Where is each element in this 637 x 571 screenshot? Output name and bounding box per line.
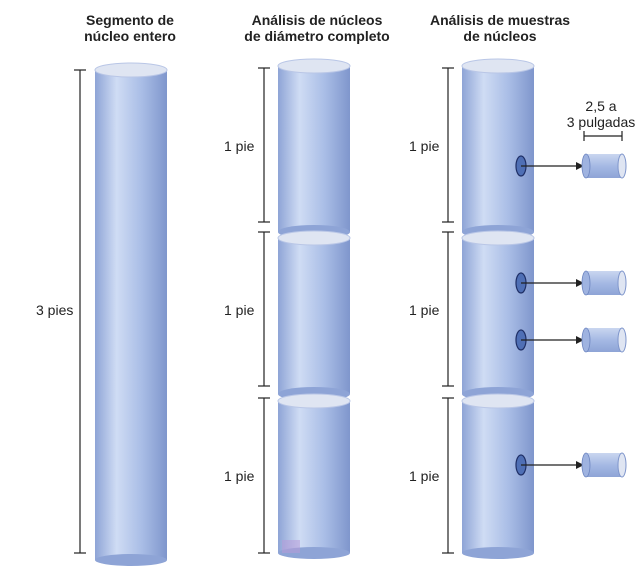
whole-core-cylinder — [94, 62, 168, 566]
sample-size-label-line2: 3 pulgadas — [566, 114, 636, 130]
plug-hole-3 — [515, 329, 584, 351]
whole-length-dimension — [74, 69, 86, 554]
heading-whole-core-line1: Segmento de — [86, 12, 174, 28]
sample-size-label-line1: 2,5 a — [585, 98, 617, 114]
heading-plug-samples-line2: de núcleos — [463, 28, 537, 44]
full-diameter-segment-2 — [277, 230, 351, 401]
plug-sample-4 — [581, 452, 627, 478]
plug-sample-3 — [581, 327, 627, 353]
plug-segment-2 — [461, 230, 535, 401]
full-diameter-segment-1 — [277, 58, 351, 239]
full-diameter-segment-3 — [277, 393, 351, 559]
plug-hole-4 — [515, 454, 584, 476]
heading-full-diameter-line1: Análisis de núcleos — [251, 12, 383, 28]
sample-size-label: 2,5 a 3 pulgadas — [565, 98, 637, 130]
plug-segment-dimensions — [442, 67, 454, 554]
plug-sample-1 — [581, 153, 627, 179]
sample-size-dimension — [583, 131, 623, 141]
full-diameter-length-label-1: 1 pie — [224, 138, 255, 154]
plug-segment-length-label-1: 1 pie — [409, 138, 440, 154]
plug-hole-2 — [515, 272, 584, 294]
plug-hole-1 — [515, 155, 584, 177]
full-diameter-dimensions — [258, 67, 270, 554]
heading-full-diameter: Análisis de núcleos de diámetro completo — [232, 12, 402, 44]
plug-segment-1 — [461, 58, 535, 239]
plug-segment-length-label-3: 1 pie — [409, 468, 440, 484]
heading-plug-samples-line1: Análisis de muestras — [429, 12, 571, 28]
full-diameter-length-label-2: 1 pie — [224, 302, 255, 318]
heading-plug-samples: Análisis de muestras de núcleos — [415, 12, 585, 44]
whole-length-label: 3 pies — [36, 302, 74, 318]
heading-whole-core: Segmento de núcleo entero — [70, 12, 190, 44]
heading-whole-core-line2: núcleo entero — [84, 28, 176, 44]
plug-sample-2 — [581, 270, 627, 296]
plug-segment-3 — [461, 393, 535, 559]
full-diameter-length-label-3: 1 pie — [224, 468, 255, 484]
heading-full-diameter-line2: de diámetro completo — [244, 28, 390, 44]
plug-segment-length-label-2: 1 pie — [409, 302, 440, 318]
